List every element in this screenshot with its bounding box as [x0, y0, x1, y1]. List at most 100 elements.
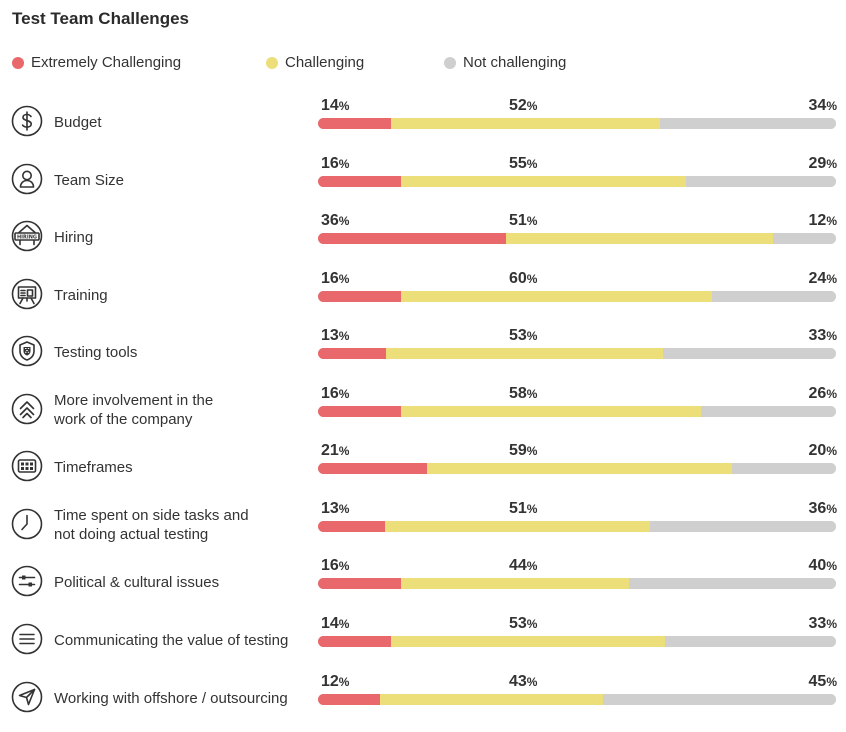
data-label-not-challenging: 12% — [808, 212, 837, 229]
bar-segment-challenging — [400, 291, 713, 302]
data-label-not-challenging: 33% — [808, 615, 837, 632]
presentation-board-icon — [11, 278, 43, 310]
bar-segment-extremely — [318, 176, 402, 187]
data-label-challenging: 60% — [509, 270, 538, 287]
bar-segment-challenging — [390, 636, 666, 647]
data-label-extremely: 16% — [321, 155, 350, 172]
bar-track — [318, 636, 836, 647]
legend-item: Challenging — [266, 54, 364, 71]
legend-swatch — [266, 56, 278, 69]
bar-segment-extremely — [318, 463, 428, 474]
chart-row: Timeframes 21% 59% 20% — [0, 439, 846, 495]
bar-segment-not-challenging — [732, 463, 836, 474]
clock-icon — [11, 508, 43, 540]
bar-track — [318, 233, 836, 244]
bar-track — [318, 406, 836, 417]
data-label-extremely: 14% — [321, 97, 350, 114]
row-label: Time spent on side tasks and not doing ac… — [54, 507, 249, 543]
row-label: Hiring — [54, 228, 94, 246]
data-label-not-challenging: 36% — [808, 500, 837, 517]
bar-segment-not-challenging — [711, 291, 836, 302]
bar-segment-extremely — [318, 118, 392, 129]
bar-segment-not-challenging — [701, 406, 836, 417]
data-label-not-challenging: 20% — [808, 442, 837, 459]
bar-segment-extremely — [318, 578, 402, 589]
shield-icon — [11, 335, 43, 367]
data-label-not-challenging: 34% — [808, 97, 837, 114]
bar-segment-not-challenging — [663, 348, 836, 359]
data-label-not-challenging: 24% — [808, 270, 837, 287]
data-label-not-challenging: 40% — [808, 557, 837, 574]
data-label-not-challenging: 29% — [808, 155, 837, 172]
bar-segment-challenging — [380, 694, 604, 705]
bar-track — [318, 694, 836, 705]
data-label-challenging: 52% — [509, 97, 538, 114]
data-label-not-challenging: 45% — [808, 673, 837, 690]
bar-segment-extremely — [318, 291, 402, 302]
bar-segment-not-challenging — [602, 694, 836, 705]
chart-title: Test Team Challenges — [12, 9, 189, 28]
row-label: Training — [54, 286, 108, 304]
data-label-extremely: 12% — [321, 673, 350, 690]
bar-segment-challenging — [400, 578, 630, 589]
bar-segment-challenging — [386, 348, 664, 359]
data-label-extremely: 14% — [321, 615, 350, 632]
bar-segment-challenging — [426, 463, 733, 474]
chart-row: Testing tools 13% 53% 33% — [0, 324, 846, 380]
bar-segment-not-challenging — [659, 118, 836, 129]
bar-segment-extremely — [318, 406, 402, 417]
data-label-challenging: 44% — [509, 557, 538, 574]
row-label: Team Size — [54, 171, 125, 189]
chart-row: HIRING Hiring 36% 51% 12% — [0, 209, 846, 265]
data-label-extremely: 16% — [321, 270, 350, 287]
bar-segment-not-challenging — [665, 636, 836, 647]
data-label-not-challenging: 33% — [808, 327, 837, 344]
legend: Extremely Challenging Challenging Not chal… — [0, 54, 846, 76]
row-label: Timeframes — [54, 458, 133, 476]
row-label: Testing tools — [54, 343, 138, 361]
bar-segment-challenging — [385, 521, 650, 532]
legend-label: Not challenging — [463, 54, 567, 71]
data-label-challenging: 58% — [509, 385, 538, 402]
data-label-challenging: 53% — [509, 615, 538, 632]
bar-segment-not-challenging — [628, 578, 836, 589]
grid-icon — [11, 450, 43, 482]
chart-row: Communicating the value of testing 14% 53%… — [0, 612, 846, 668]
legend-label: Extremely Challenging — [31, 54, 182, 71]
bar-segment-not-challenging — [773, 233, 836, 244]
bar-segment-challenging — [506, 233, 774, 244]
data-label-challenging: 53% — [509, 327, 538, 344]
menu-lines-icon — [11, 623, 43, 655]
bar-track — [318, 118, 836, 129]
data-label-extremely: 13% — [321, 327, 350, 344]
chart-row: Working with offshore / outsourcing 12% 43… — [0, 670, 846, 726]
bar-segment-not-challenging — [649, 521, 836, 532]
double-chevron-up-icon — [11, 393, 43, 425]
data-label-challenging: 51% — [509, 212, 538, 229]
bar-segment-extremely — [318, 521, 386, 532]
data-label-challenging: 59% — [509, 442, 538, 459]
dollar-icon — [11, 105, 43, 137]
bar-track — [318, 348, 836, 359]
data-label-extremely: 13% — [321, 500, 350, 517]
bar-track — [318, 176, 836, 187]
sliders-icon — [11, 565, 43, 597]
legend-swatch — [12, 56, 24, 69]
data-label-challenging: 55% — [509, 155, 538, 172]
legend-item: Extremely Challenging — [12, 54, 181, 71]
data-label-not-challenging: 26% — [808, 385, 837, 402]
data-label-extremely: 36% — [321, 212, 350, 229]
hiring-icon: HIRING — [11, 220, 43, 252]
data-label-challenging: 51% — [509, 500, 538, 517]
person-icon — [11, 163, 43, 195]
bar-segment-extremely — [318, 694, 381, 705]
chart-row: Time spent on side tasks and not doing ac… — [0, 497, 846, 553]
chart-row: Budget 14% 52% 34% — [0, 94, 846, 150]
bar-track — [318, 463, 836, 474]
legend-label: Challenging — [285, 54, 365, 71]
chart-row: More involvement in the work of the compa… — [0, 382, 846, 438]
row-label: Budget — [54, 113, 102, 131]
bar-track — [318, 521, 836, 532]
data-label-extremely: 16% — [321, 557, 350, 574]
